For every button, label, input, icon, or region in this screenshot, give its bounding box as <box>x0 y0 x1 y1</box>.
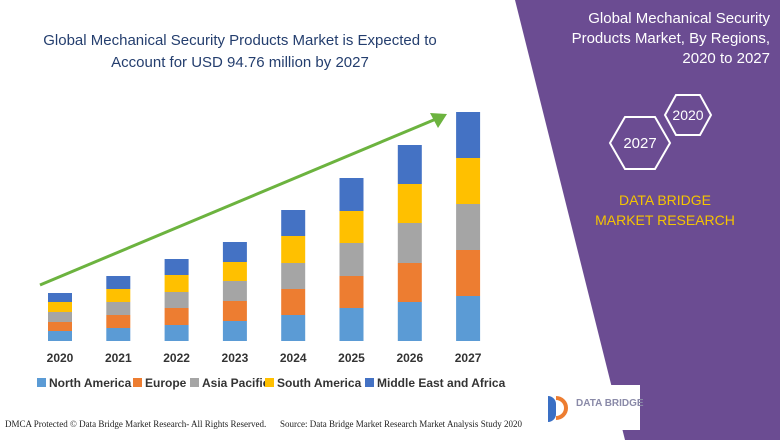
footer-left: DMCA Protected © Data Bridge Market Rese… <box>5 419 267 429</box>
legend-swatch <box>265 378 274 387</box>
chart-title: Global Mechanical Security Products Mark… <box>43 32 437 71</box>
legend-label: Middle East and Africa <box>377 376 506 390</box>
bar-segment <box>164 259 189 275</box>
hexagon <box>663 94 713 136</box>
logo-area <box>540 385 640 430</box>
bar-segment <box>222 321 247 341</box>
bar-segment <box>222 281 247 301</box>
x-tick-label: 2025 <box>338 351 365 365</box>
legend-swatch <box>190 378 199 387</box>
bar-segment <box>281 315 306 341</box>
legend-label: Asia Pacific <box>202 376 270 390</box>
footer-right: Source: Data Bridge Market Research Mark… <box>280 419 522 429</box>
logo-mark <box>548 392 556 422</box>
arrow-head <box>430 113 447 128</box>
x-tick-label: 2022 <box>163 351 190 365</box>
bar-segment <box>339 178 364 211</box>
bar-segment <box>281 263 306 289</box>
bar-segment <box>339 243 364 276</box>
bar-segment <box>281 210 306 236</box>
x-tick-label: 2024 <box>280 351 307 365</box>
badge: 2020 <box>672 107 703 123</box>
bar-segment <box>397 184 422 223</box>
bar-segment <box>222 242 247 262</box>
legend-swatch <box>37 378 46 387</box>
bar-segment <box>339 308 364 341</box>
bar-segment <box>281 289 306 315</box>
x-tick-label: 2026 <box>396 351 423 365</box>
bar-segment <box>164 275 189 292</box>
bar-segment <box>106 315 131 328</box>
x-tick-label: 2023 <box>222 351 249 365</box>
bar-segment <box>397 263 422 302</box>
bar-segment <box>164 325 189 341</box>
bar-segment <box>339 211 364 243</box>
logo-mark <box>555 396 568 420</box>
bar-segment <box>222 301 247 321</box>
bar-segment <box>106 302 131 315</box>
legend-label: North America <box>49 376 132 390</box>
bar-segment <box>164 292 189 308</box>
panel-title: Global Mechanical Security Products Mark… <box>571 10 770 67</box>
bar-segment <box>48 331 72 341</box>
bar-segment <box>106 328 131 341</box>
bar-segment <box>48 293 72 302</box>
bar-segment <box>281 236 306 263</box>
bar-segment <box>397 302 422 341</box>
bar-segment <box>164 308 189 325</box>
x-tick-label: 2021 <box>105 351 132 365</box>
legend-label: South America <box>277 376 362 390</box>
hexagon <box>608 116 672 170</box>
bar-segment <box>222 262 247 281</box>
bar-segment <box>106 276 131 289</box>
bar-segment <box>456 158 481 204</box>
bar-segment <box>106 289 131 302</box>
logo-text: DATA BRIDGE <box>576 398 644 409</box>
trend-arrow <box>39 117 437 287</box>
bar-segment <box>48 302 72 312</box>
x-tick-label: 2020 <box>47 351 74 365</box>
bar-segment <box>456 250 481 296</box>
legend-label: Europe <box>145 376 187 390</box>
legend-swatch <box>365 378 374 387</box>
legend-swatch <box>133 378 142 387</box>
badge: 2027 <box>623 135 656 152</box>
bar-segment <box>339 276 364 308</box>
x-tick-label: 2027 <box>455 351 482 365</box>
bar-segment <box>397 223 422 263</box>
bar-segment <box>397 145 422 184</box>
bar-segment <box>456 204 481 250</box>
bar-segment <box>48 322 72 331</box>
bar-segment <box>456 112 481 158</box>
bar-segment <box>456 296 481 341</box>
brand: DATA BRIDGE MARKET RESEARCH <box>595 192 735 228</box>
bar-segment <box>48 312 72 322</box>
side-panel <box>515 0 780 440</box>
